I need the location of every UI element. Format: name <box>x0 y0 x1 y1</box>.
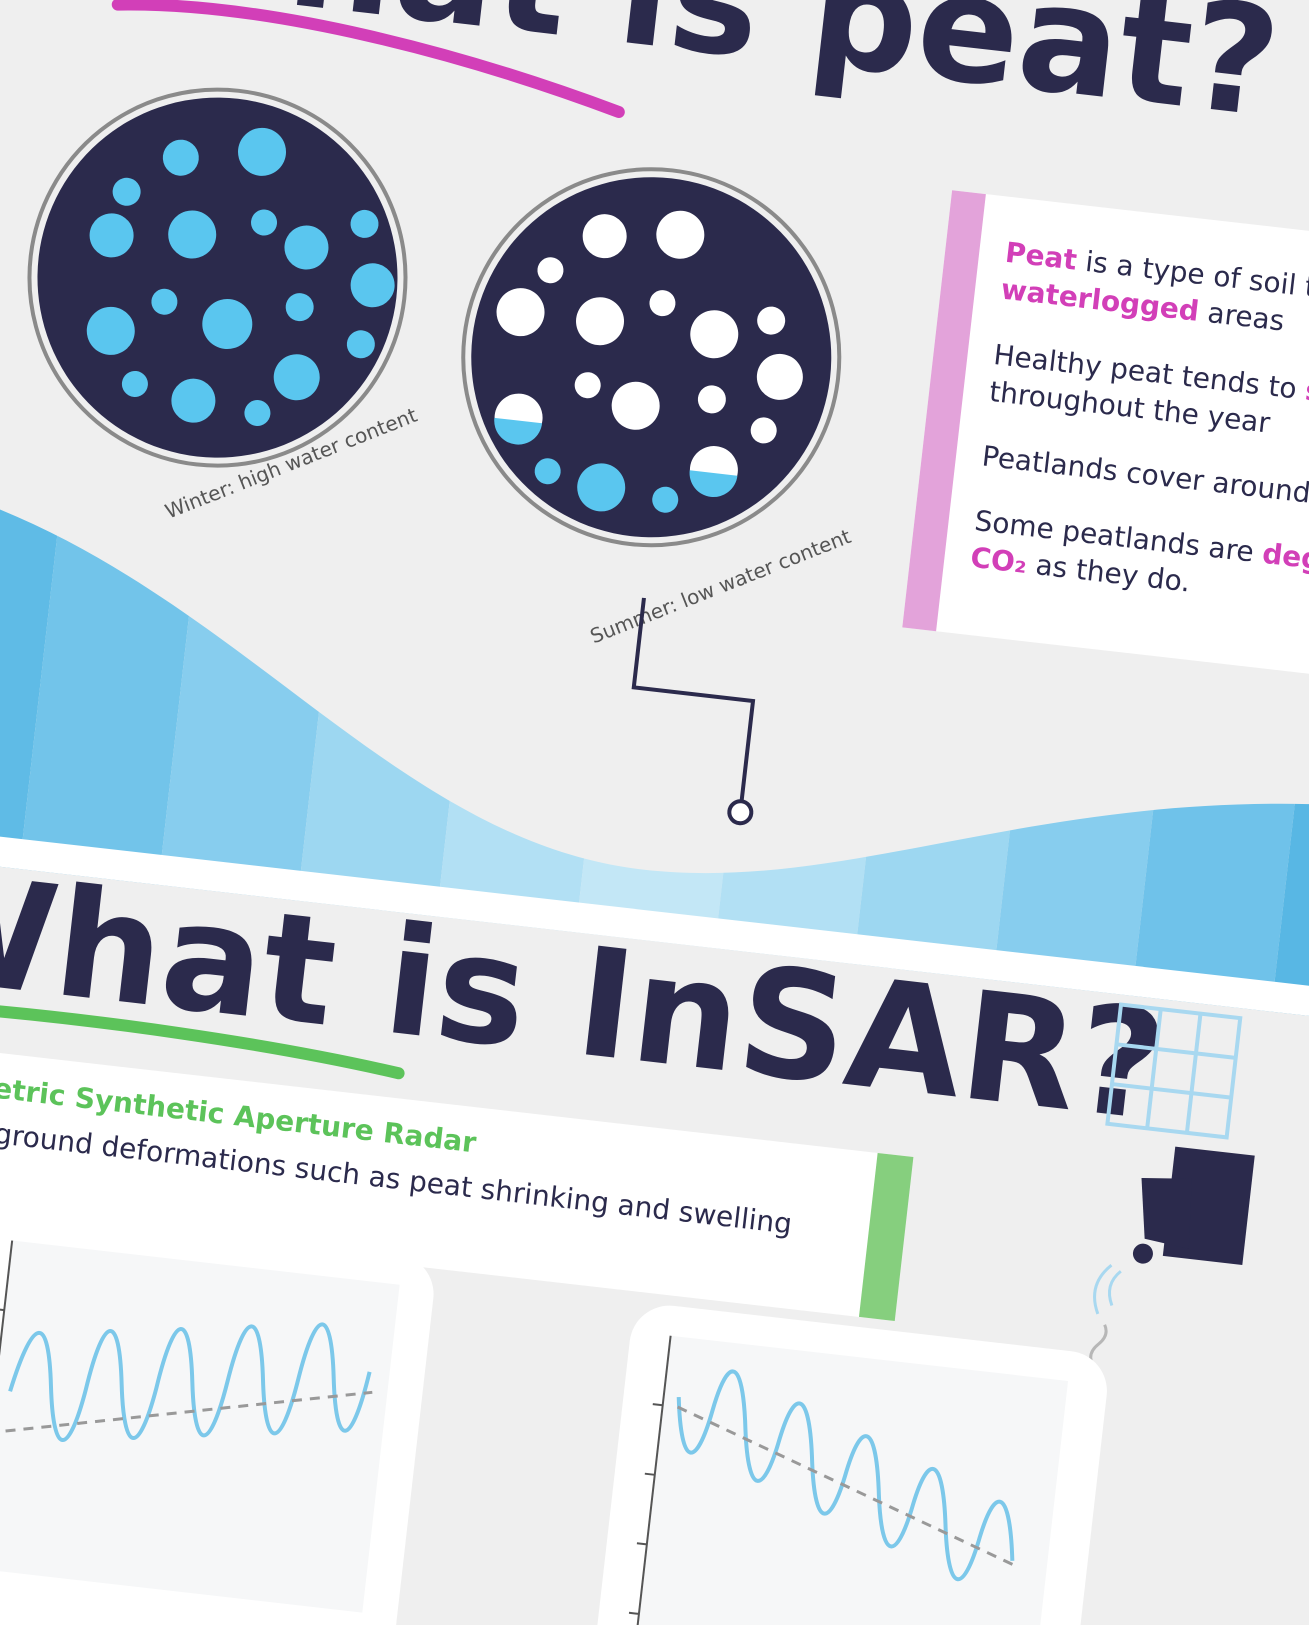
summer-soil-circle <box>461 167 842 548</box>
trend-line-left <box>5 1390 373 1433</box>
trend-line-right <box>676 1405 1018 1568</box>
seasonal-signal-line-right <box>676 1369 1015 1582</box>
insar-info-box <box>0 1026 913 1321</box>
insar-info-box-accent-bar <box>858 1152 914 1321</box>
seasonal-signal-line-left <box>8 1322 372 1442</box>
satellite-icon <box>1064 1002 1255 1442</box>
peat-heading-underline <box>111 0 625 118</box>
connector-line <box>631 597 756 801</box>
chart-card-left <box>0 1209 434 1625</box>
winter-soil-circle <box>27 87 408 468</box>
section-divider <box>0 813 1309 1047</box>
peat-info-box-accent-bar <box>902 190 986 632</box>
chart-card-right <box>590 1305 1107 1625</box>
insar-heading-underline <box>0 1001 405 1080</box>
peat-info-box <box>902 190 1309 707</box>
connector-end-node <box>727 799 754 826</box>
